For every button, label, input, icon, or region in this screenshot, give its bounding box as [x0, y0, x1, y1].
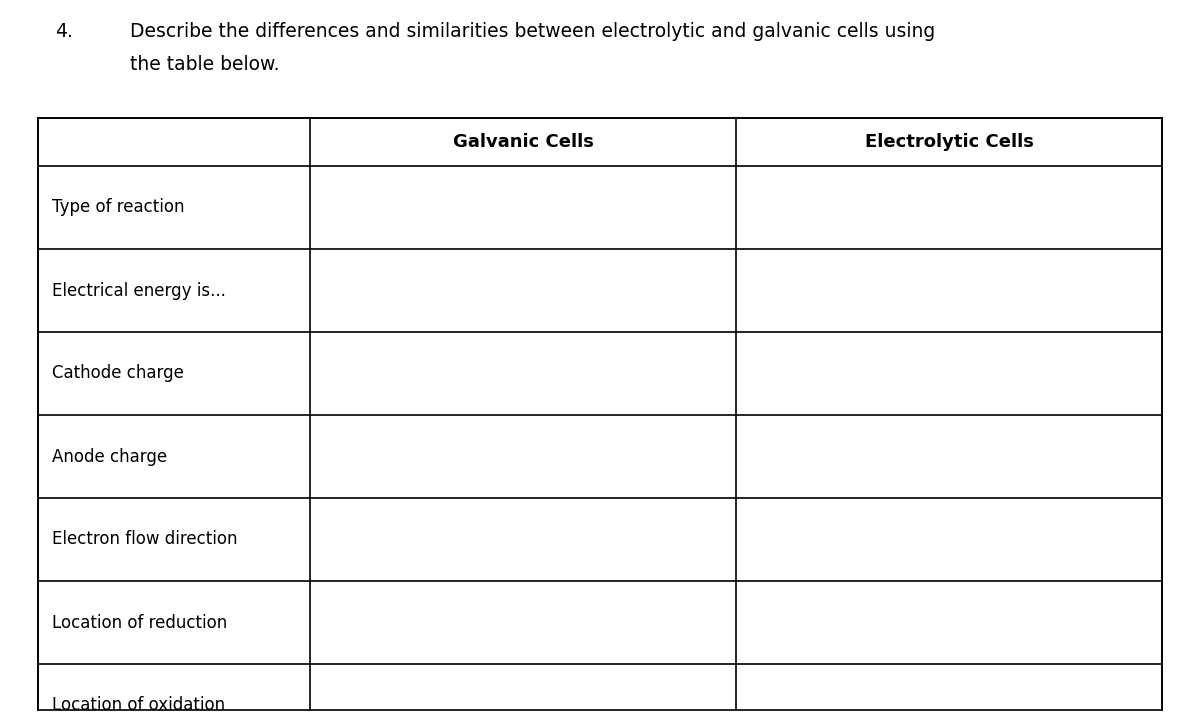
Text: the table below.: the table below. [130, 55, 280, 74]
Text: Location of oxidation: Location of oxidation [52, 696, 226, 714]
Text: Location of reduction: Location of reduction [52, 613, 227, 631]
Text: Electrolytic Cells: Electrolytic Cells [864, 133, 1033, 151]
Text: Describe the differences and similarities between electrolytic and galvanic cell: Describe the differences and similaritie… [130, 22, 935, 41]
Text: Electron flow direction: Electron flow direction [52, 531, 238, 549]
Text: Cathode charge: Cathode charge [52, 364, 184, 382]
Text: 4.: 4. [55, 22, 73, 41]
Text: Electrical energy is...: Electrical energy is... [52, 282, 226, 300]
Text: Type of reaction: Type of reaction [52, 199, 185, 217]
Text: Anode charge: Anode charge [52, 448, 167, 466]
Bar [38, 118, 1162, 710]
Text: Galvanic Cells: Galvanic Cells [452, 133, 594, 151]
